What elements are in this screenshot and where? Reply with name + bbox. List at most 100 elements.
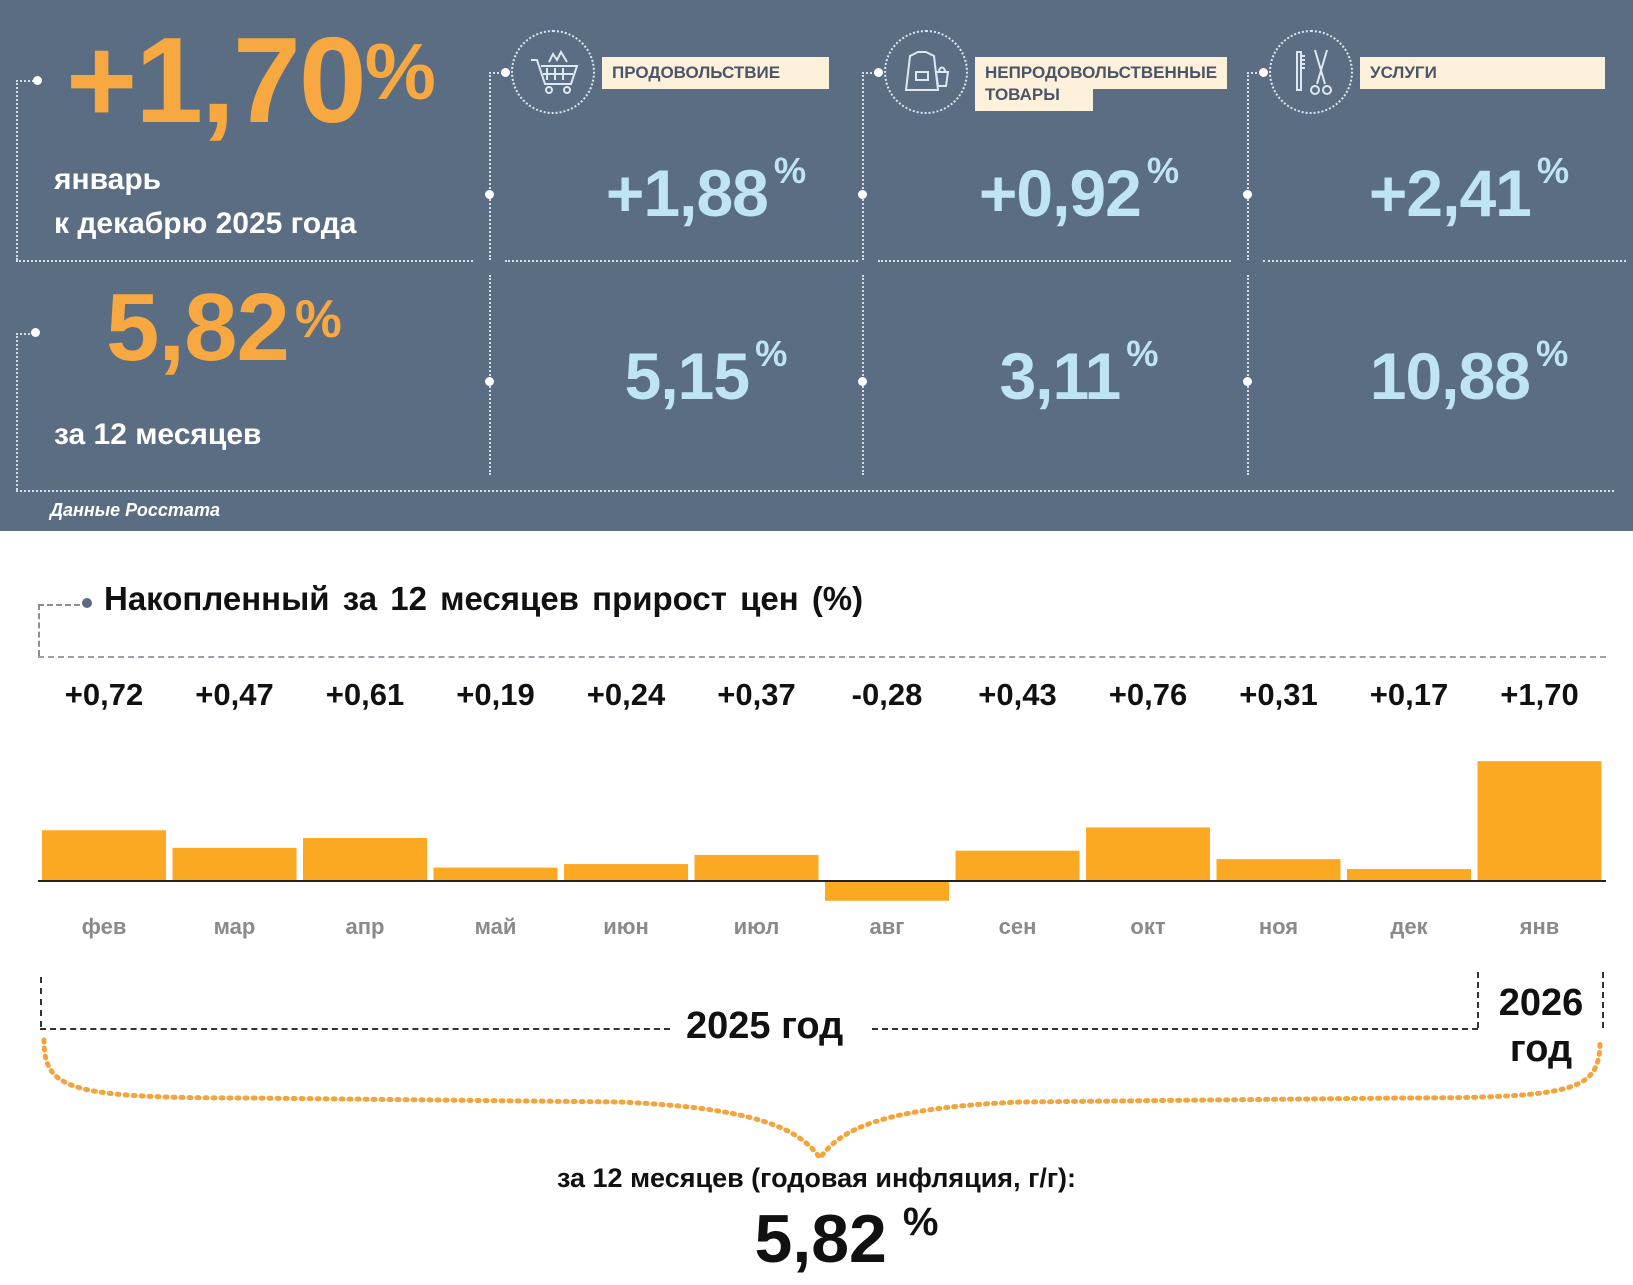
bar-фев (42, 830, 166, 881)
annual-label: за 12 месяцев (54, 418, 262, 451)
category-label-text: УСЛУГИ (1370, 63, 1437, 82)
bar-мар (172, 847, 297, 881)
category-label-text-2: ТОВАРЫ (985, 85, 1060, 104)
month-number: +1,88 (605, 156, 769, 230)
month-number: +2,41 (1368, 156, 1532, 230)
headline-value: +1,70% (66, 10, 436, 150)
title-underline (38, 656, 1606, 658)
month-label: апр (345, 914, 385, 939)
data-label: +1,70 (1500, 677, 1579, 712)
category-month-value: +2,41% (1297, 150, 1633, 231)
shopping-cart-icon (511, 30, 595, 114)
data-label: +0,47 (195, 677, 274, 712)
marker-dot (1243, 190, 1252, 199)
month-label: авг (869, 914, 905, 939)
marker-dot (31, 328, 40, 337)
annual-number: 5,82 (106, 274, 290, 381)
month-label: фев (81, 914, 127, 939)
data-label: +0,37 (717, 677, 796, 712)
summary-panel: +1,70% январь к декабрю 2025 года 5,82% … (0, 0, 1633, 531)
chart-title: Накопленный за 12 месяцев прирост цен (%… (104, 580, 864, 617)
data-label: +0,31 (1239, 677, 1318, 712)
bar-май (433, 867, 558, 881)
month-label: дек (1390, 914, 1428, 939)
bar-сен (955, 850, 1080, 881)
year-2025-label: 2025 год (686, 1005, 844, 1047)
month-label: янв (1519, 914, 1560, 939)
data-label: -0,28 (851, 677, 923, 712)
summary-unit: % (902, 1200, 939, 1244)
divider (862, 72, 864, 260)
unit: % (1146, 149, 1179, 191)
divider (1247, 275, 1249, 475)
divider (489, 275, 491, 475)
source-note: Данные Росстата (50, 500, 220, 520)
annual-unit: % (294, 290, 342, 350)
bar-авг (825, 881, 949, 901)
bar-ноя (1216, 859, 1341, 881)
month-label: сен (998, 914, 1037, 939)
category-month-value: +1,88% (539, 150, 872, 231)
unit: % (1536, 149, 1569, 191)
category-month-value: +0,92% (912, 150, 1245, 231)
annual-value: 5,82% (106, 278, 342, 378)
headline-label-1: январь (54, 163, 162, 196)
bracket-right (1602, 972, 1604, 1028)
clothing-bag-icon (884, 30, 968, 114)
summary-number: 5,82 (754, 1201, 887, 1277)
bracket-2025-line (872, 1028, 1478, 1030)
title-connector (38, 604, 40, 656)
comb-scissors-icon (1269, 30, 1353, 114)
divider (1247, 72, 1249, 260)
category-label-text: НЕПРОДОВОЛЬСТВЕННЫЕ (985, 63, 1218, 82)
divider (16, 490, 1614, 492)
year-2026-line1: 2026 (1498, 982, 1584, 1024)
month-label: май (474, 914, 517, 939)
marker-dot (485, 377, 494, 386)
month-label: июл (733, 914, 780, 939)
divider (862, 72, 876, 74)
bar-апр (303, 837, 427, 881)
bar-chart (38, 761, 1606, 901)
year-2026-line2: год (1509, 1028, 1573, 1070)
month-label: окт (1130, 914, 1166, 939)
summary-value: 5,82% (0, 1200, 1633, 1278)
data-label: +0,19 (456, 677, 535, 712)
headline-label-2: к декабрю 2025 года (54, 207, 357, 240)
category-label-2: ТОВАРЫ (975, 85, 1093, 111)
unit: % (755, 332, 787, 374)
category-label-text: ПРОДОВОЛЬСТВИЕ (612, 63, 781, 82)
data-label: +0,24 (586, 677, 666, 712)
divider (16, 333, 34, 335)
data-label: +0,72 (64, 677, 144, 712)
marker-dot (1243, 377, 1252, 386)
marker-dot (1259, 68, 1268, 77)
headline-unit: % (364, 27, 436, 116)
orange-brace (41, 1037, 1603, 1163)
year-number: 10,88 (1369, 339, 1531, 413)
unit: % (1535, 332, 1568, 374)
year-2026-label: 2026 год (1480, 980, 1602, 1072)
unit: % (773, 149, 806, 191)
divider (862, 275, 864, 475)
bracket-2025-line (40, 1028, 670, 1030)
year-number: 3,11 (999, 339, 1121, 413)
marker-dot (858, 190, 867, 199)
data-label: +0,43 (978, 677, 1057, 712)
category-label: НЕПРОДОВОЛЬСТВЕННЫЕ (975, 57, 1227, 89)
divider (16, 260, 473, 262)
month-number: +0,92 (978, 156, 1142, 230)
marker-dot (485, 190, 494, 199)
divider (16, 80, 18, 260)
divider (489, 72, 503, 74)
summary-label: за 12 месяцев (годовая инфляция, г/г): (556, 1163, 1077, 1193)
marker-dot (501, 68, 510, 77)
category-year-value: 3,11% (912, 333, 1245, 414)
year-number: 5,15 (624, 339, 750, 413)
category-label: УСЛУГИ (1360, 57, 1605, 89)
title-dot (82, 598, 92, 608)
month-label: ноя (1258, 914, 1299, 939)
divider (505, 260, 858, 262)
data-label: +0,61 (325, 677, 405, 712)
marker-dot (33, 76, 42, 85)
